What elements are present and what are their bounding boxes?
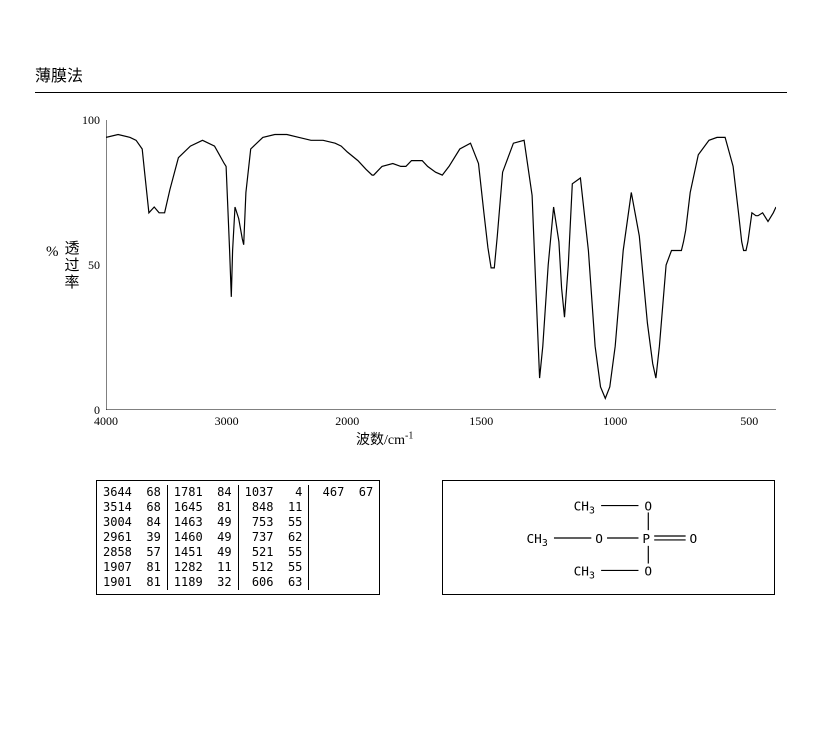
table-row: 467 67 xyxy=(315,485,373,500)
table-column: 467 67 xyxy=(309,485,379,590)
table-row: 1645 81 xyxy=(174,500,232,515)
svg-text:O: O xyxy=(644,499,652,514)
table-column: 1781 841645 811463 491460 491451 491282 … xyxy=(168,485,239,590)
table-column: 1037 4 848 11 753 55 737 62 521 55 512 5… xyxy=(239,485,310,590)
table-row: 3644 68 xyxy=(103,485,161,500)
table-row: 1037 4 xyxy=(245,485,303,500)
y-tick-label: 50 xyxy=(74,258,100,273)
table-row: 3514 68 xyxy=(103,500,161,515)
table-row: 1282 11 xyxy=(174,560,232,575)
table-row: 1907 81 xyxy=(103,560,161,575)
svg-text:CH3: CH3 xyxy=(526,532,547,549)
x-tick-label: 2000 xyxy=(327,414,367,429)
table-row: 2961 39 xyxy=(103,530,161,545)
svg-text:O: O xyxy=(595,532,603,547)
table-column: 3644 683514 683004 842961 392858 571907 … xyxy=(97,485,168,590)
svg-text:P: P xyxy=(642,532,650,547)
table-row: 2858 57 xyxy=(103,545,161,560)
x-axis-label: 波数/cm-1 xyxy=(356,429,413,449)
molecular-structure: P O O CH3 O CH3 O CH3 xyxy=(442,480,775,595)
svg-text:O: O xyxy=(690,532,698,547)
table-row: 1781 84 xyxy=(174,485,232,500)
table-row: 753 55 xyxy=(245,515,303,530)
table-row: 1460 49 xyxy=(174,530,232,545)
table-row: 521 55 xyxy=(245,545,303,560)
table-row: 1901 81 xyxy=(103,575,161,590)
svg-text:CH3: CH3 xyxy=(574,564,595,581)
y-tick-label: 100 xyxy=(74,113,100,128)
table-row: 737 62 xyxy=(245,530,303,545)
table-row: 1463 49 xyxy=(174,515,232,530)
ir-spectrum-chart: 透过率% 波数/cm-1 050100 40003000200015001000… xyxy=(46,110,786,450)
table-row: 1451 49 xyxy=(174,545,232,560)
page-title: 薄膜法 xyxy=(35,62,787,92)
svg-text:O: O xyxy=(644,564,652,579)
table-row: 848 11 xyxy=(245,500,303,515)
x-tick-label: 1000 xyxy=(595,414,635,429)
title-divider xyxy=(35,92,787,93)
table-row: 512 55 xyxy=(245,560,303,575)
table-row: 606 63 xyxy=(245,575,303,590)
peak-data-table: 3644 683514 683004 842961 392858 571907 … xyxy=(96,480,380,595)
table-row: 1189 32 xyxy=(174,575,232,590)
spectrum-plot xyxy=(106,120,776,410)
svg-text:CH3: CH3 xyxy=(574,499,595,516)
table-row: 3004 84 xyxy=(103,515,161,530)
x-tick-label: 3000 xyxy=(207,414,247,429)
x-tick-label: 1500 xyxy=(461,414,501,429)
x-tick-label: 4000 xyxy=(86,414,126,429)
x-tick-label: 500 xyxy=(729,414,769,429)
